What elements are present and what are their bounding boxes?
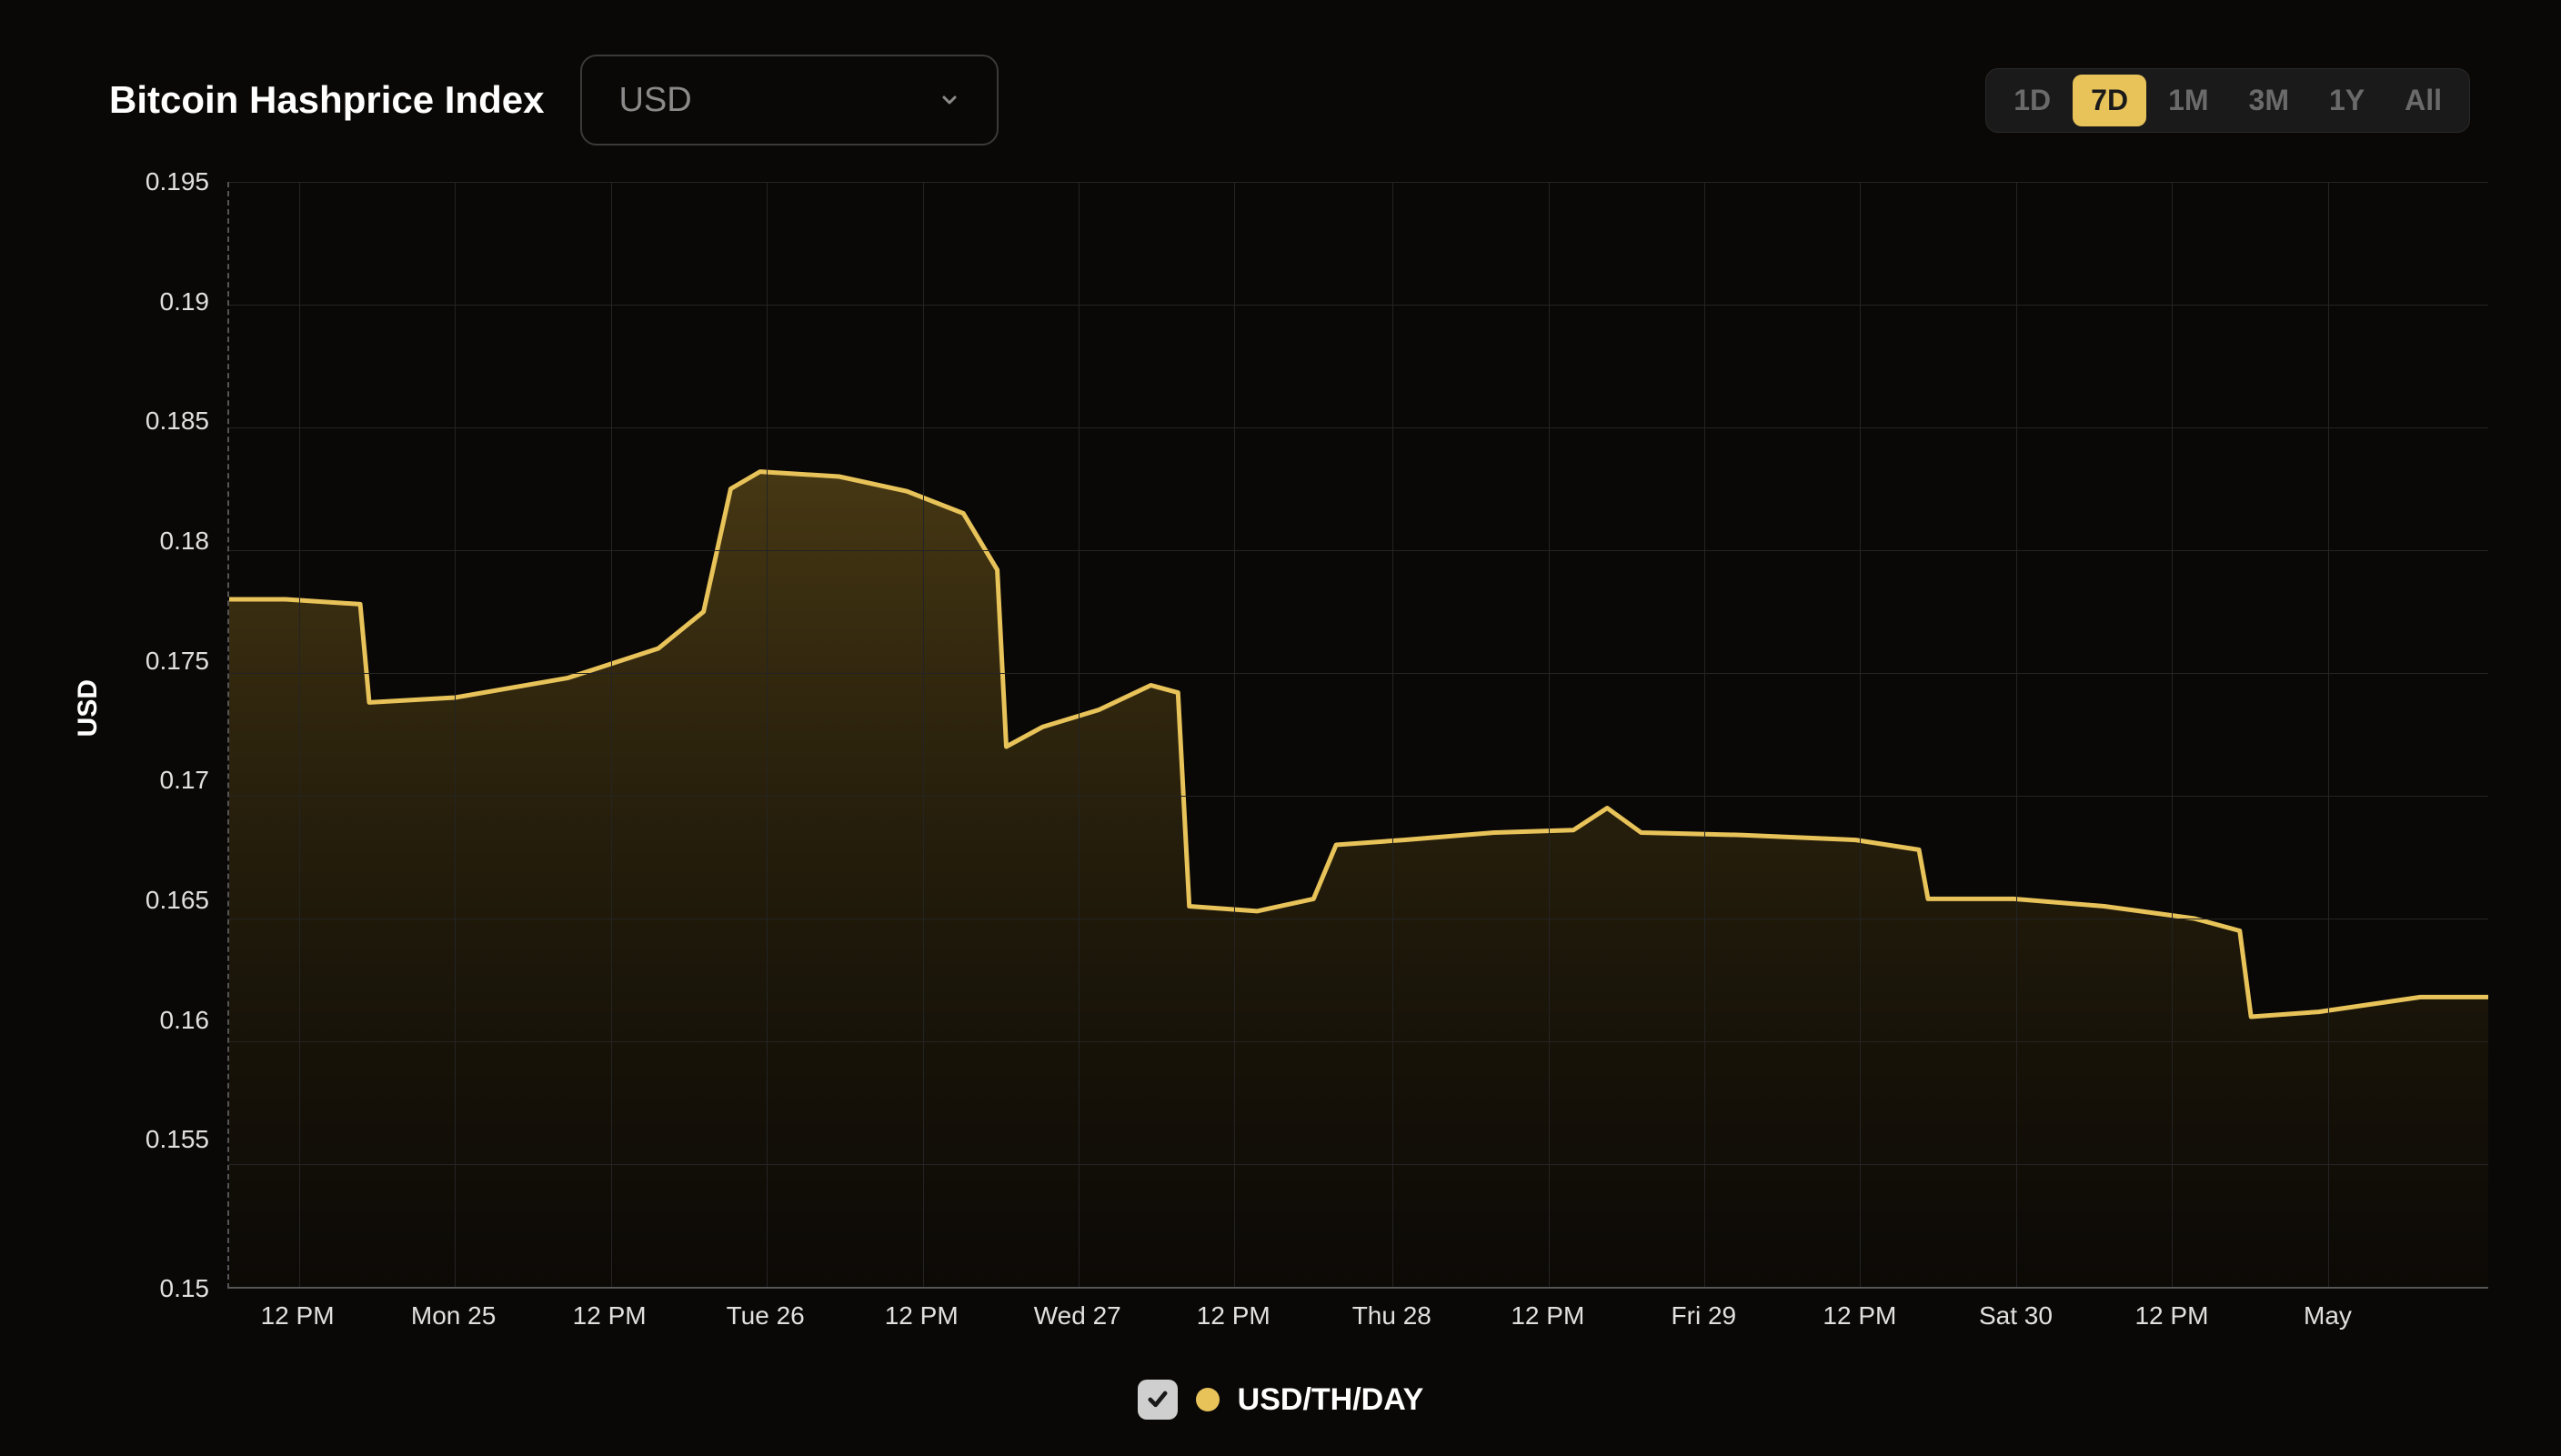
x-tick: Tue 26	[727, 1301, 805, 1330]
grid-line-h	[229, 305, 2488, 306]
range-btn-1d[interactable]: 1D	[1995, 75, 2069, 126]
grid-line-v	[1392, 182, 1393, 1287]
x-tick: Thu 28	[1352, 1301, 1431, 1330]
y-axis-ticks: 0.1950.190.1850.180.1750.170.1650.160.15…	[118, 182, 227, 1289]
y-tick: 0.175	[118, 647, 209, 676]
grid-line-v	[767, 182, 768, 1287]
grid-line-v	[1079, 182, 1080, 1287]
currency-select[interactable]: USD	[580, 55, 999, 146]
grid-line-h	[229, 550, 2488, 551]
grid-line-h	[229, 796, 2488, 797]
x-tick: Sat 30	[1979, 1301, 2053, 1330]
legend-color-dot	[1196, 1388, 1220, 1411]
x-tick: 12 PM	[261, 1301, 335, 1330]
time-range-group: 1D7D1M3M1YAll	[1985, 68, 2470, 133]
x-tick: 12 PM	[1511, 1301, 1584, 1330]
x-tick: 12 PM	[573, 1301, 647, 1330]
grid-line-v	[455, 182, 456, 1287]
chevron-down-icon	[939, 89, 960, 111]
y-tick: 0.15	[118, 1274, 209, 1303]
y-tick: 0.185	[118, 407, 209, 436]
x-tick: 12 PM	[1823, 1301, 1896, 1330]
grid-line-v	[2016, 182, 2017, 1287]
x-tick: 12 PM	[1197, 1301, 1270, 1330]
legend-checkbox[interactable]	[1138, 1380, 1178, 1420]
x-tick: Mon 25	[411, 1301, 496, 1330]
x-tick: 12 PM	[2134, 1301, 2208, 1330]
y-tick: 0.165	[118, 886, 209, 915]
grid-line-v	[1234, 182, 1235, 1287]
y-tick: 0.155	[118, 1125, 209, 1154]
range-btn-all[interactable]: All	[2386, 75, 2460, 126]
grid-line-v	[1860, 182, 1861, 1287]
x-tick: Wed 27	[1034, 1301, 1121, 1330]
grid-line-h	[229, 182, 2488, 183]
legend: USD/TH/DAY	[73, 1380, 2488, 1420]
y-tick: 0.195	[118, 167, 209, 196]
grid-line-h	[229, 1041, 2488, 1042]
grid-line-h	[229, 673, 2488, 674]
y-tick: 0.19	[118, 287, 209, 316]
header: Bitcoin Hashprice Index USD 1D7D1M3M1YAl…	[73, 55, 2488, 146]
x-tick: 12 PM	[885, 1301, 959, 1330]
range-btn-1m[interactable]: 1M	[2150, 75, 2226, 126]
grid-line-v	[1549, 182, 1550, 1287]
range-btn-7d[interactable]: 7D	[2073, 75, 2146, 126]
grid-line-v	[2328, 182, 2329, 1287]
header-left: Bitcoin Hashprice Index USD	[109, 55, 999, 146]
y-tick: 0.18	[118, 527, 209, 556]
grid-line-v	[1704, 182, 1705, 1287]
y-tick: 0.16	[118, 1006, 209, 1035]
y-axis-label: USD	[73, 679, 104, 737]
x-tick: Fri 29	[1672, 1301, 1737, 1330]
chart-plot[interactable]	[227, 182, 2488, 1289]
grid-line-v	[2172, 182, 2173, 1287]
grid-line-v	[611, 182, 612, 1287]
grid-line-v	[299, 182, 300, 1287]
x-tick: May	[2304, 1301, 2352, 1330]
y-tick: 0.17	[118, 766, 209, 795]
range-btn-1y[interactable]: 1Y	[2311, 75, 2383, 126]
grid-line-v	[923, 182, 924, 1287]
legend-label: USD/TH/DAY	[1238, 1382, 1424, 1418]
chart-area: USD 0.1950.190.1850.180.1750.170.1650.16…	[73, 182, 2488, 1343]
x-axis-ticks: 12 PM Mon 25 12 PM Tue 26 12 PM Wed 27 12 PM Th…	[227, 1289, 2488, 1343]
range-btn-3m[interactable]: 3M	[2231, 75, 2307, 126]
grid-line-h	[229, 427, 2488, 428]
grid-line-h	[229, 1164, 2488, 1165]
page-title: Bitcoin Hashprice Index	[109, 78, 544, 122]
currency-select-value: USD	[618, 81, 691, 120]
